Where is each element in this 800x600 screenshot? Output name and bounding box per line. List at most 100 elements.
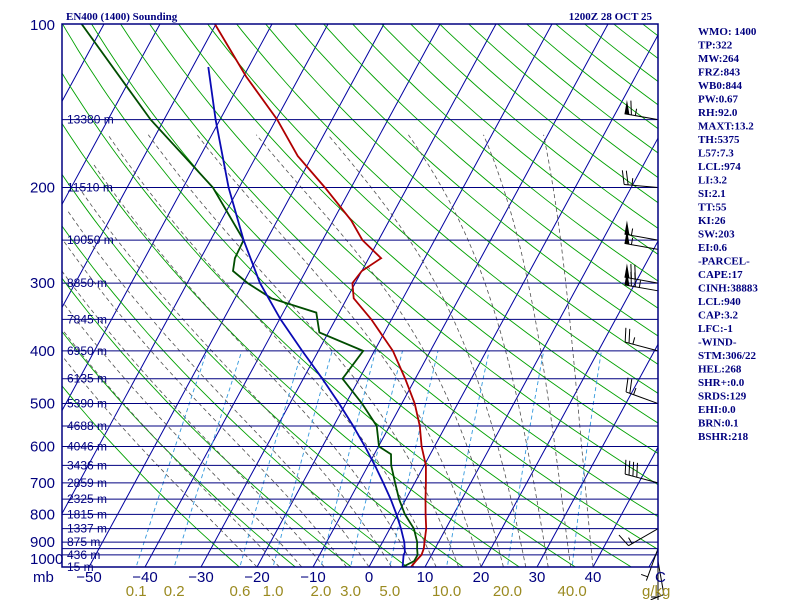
- temperature-tick-label: 0: [365, 569, 373, 586]
- isotherm-line: [62, 24, 273, 412]
- isotherm-line: [424, 137, 658, 567]
- dry-adiabat: [770, 12, 800, 579]
- index-line: LCL:974: [698, 161, 741, 173]
- index-line: CAP:3.2: [698, 310, 739, 322]
- wind-barb-half-feather: [634, 108, 638, 116]
- moist-adiabat: [62, 237, 347, 567]
- wind-barb-feather: [624, 459, 627, 475]
- isotherm-line: [256, 24, 553, 567]
- parcel-trace: [207, 66, 406, 567]
- height-label: 8850 m: [67, 276, 107, 290]
- dry-adiabat: [265, 24, 658, 365]
- mixing-ratio-tick-label: 2.0: [311, 583, 332, 600]
- height-label: 11510 m: [67, 180, 113, 194]
- index-line: LI:3.2: [698, 175, 728, 187]
- isotherm-line: [312, 24, 609, 567]
- wind-barb-half-feather: [630, 237, 634, 245]
- isotherms: [62, 24, 658, 567]
- dry-adiabat: [91, 24, 658, 550]
- temperature-tick-label: −10: [300, 569, 325, 586]
- index-line: PW:0.67: [698, 94, 739, 106]
- temperature-tick-label: −30: [188, 569, 213, 586]
- dry-adiabat: [323, 24, 658, 309]
- index-line: TH:5375: [698, 134, 740, 146]
- index-line: BRN:0.1: [698, 418, 739, 430]
- mixing-ratio-line: [507, 350, 545, 567]
- index-line: SHR+:0.0: [698, 377, 745, 389]
- height-label: 875 m: [67, 535, 100, 549]
- dry-adiabat: [120, 24, 658, 518]
- height-label: 1815 m: [67, 507, 107, 521]
- temperature-tick-label: 40: [585, 569, 602, 586]
- wind-barb: [624, 271, 659, 292]
- height-label: 3436 m: [67, 458, 107, 472]
- mixing-ratio-tick-label: 40.0: [558, 583, 587, 600]
- wind-barb-staff: [625, 391, 659, 405]
- wind-barb: [621, 170, 659, 188]
- wind-barb-feather: [624, 327, 627, 343]
- pressure-tick-label: 100: [30, 17, 55, 34]
- index-line: LCL:940: [698, 296, 741, 308]
- index-line: KI:26: [698, 215, 726, 227]
- wind-barb-feather: [621, 170, 625, 185]
- wind-barb: [625, 377, 659, 405]
- index-line: FRZ:843: [698, 67, 741, 79]
- dry-adiabat: [554, 24, 658, 106]
- wind-barb-feather: [618, 534, 629, 547]
- pressure-tick-label: 300: [30, 275, 55, 292]
- chart-title-right: 1200Z 28 OCT 25: [569, 11, 653, 23]
- mixing-ratio-line: [173, 350, 243, 567]
- dry-adiabat: [526, 24, 658, 130]
- wind-barb: [624, 327, 659, 352]
- wind-barb-feather: [625, 170, 629, 185]
- wind-barb: [624, 99, 659, 121]
- wind-barb: [640, 548, 659, 581]
- mixing-ratio-tick-label: 1.0: [263, 583, 284, 600]
- dry-adiabat: [149, 24, 658, 486]
- wind-barb-half-feather: [638, 280, 641, 288]
- wind-barb-half-feather: [628, 537, 633, 544]
- wind-barb-staff: [657, 560, 665, 595]
- index-line: TT:55: [698, 202, 727, 214]
- moist-adiabat: [62, 355, 258, 567]
- wind-barb-staff: [624, 233, 659, 241]
- wind-barb-feather: [634, 272, 636, 287]
- dry-adiabat: [62, 277, 353, 567]
- index-line: WB0:844: [698, 80, 743, 92]
- isotherm-line: [536, 343, 658, 567]
- wind-barb-staff: [625, 473, 659, 484]
- wind-barb: [624, 220, 659, 241]
- pressure-tick-label: 700: [30, 475, 55, 492]
- wind-barb-feather: [630, 100, 632, 115]
- index-line: SW:203: [698, 229, 735, 241]
- index-line: MAXT:13.2: [698, 121, 754, 133]
- mixing-ratio-tick-label: 0.6: [230, 583, 251, 600]
- height-label: 2859 m: [67, 476, 107, 490]
- wind-barb-flag: [624, 263, 630, 279]
- temperature-tick-label: 20: [473, 569, 490, 586]
- index-line: L57:7.3: [698, 148, 734, 160]
- dry-adiabat: [236, 24, 658, 394]
- chart-title-left: EN400 (1400) Sounding: [66, 11, 178, 23]
- wind-barb-staff: [624, 113, 659, 121]
- wind-barb-flag: [624, 99, 630, 115]
- height-label: 6950 m: [67, 344, 107, 358]
- index-line: LFC:-1: [698, 323, 733, 335]
- wind-barb-feather: [630, 271, 632, 287]
- dry-adiabat: [439, 24, 658, 204]
- dry-adiabat: [742, 12, 800, 579]
- pressure-tick-label: 1000: [30, 551, 63, 568]
- dry-adiabat: [62, 72, 577, 567]
- height-label: 1337 m: [67, 522, 107, 536]
- mixing-ratio-lines: [135, 350, 602, 567]
- dry-adiabat: [410, 24, 658, 229]
- moist-adiabat: [196, 134, 482, 567]
- height-label: 6135 m: [67, 372, 107, 386]
- dry-adiabat: [468, 24, 658, 179]
- moist-adiabat: [62, 328, 280, 567]
- wind-barb-staff: [645, 548, 659, 581]
- wind-barb-half-feather: [630, 228, 634, 236]
- wind-barb-feather: [629, 379, 633, 394]
- index-line: CINH:38883: [698, 283, 758, 295]
